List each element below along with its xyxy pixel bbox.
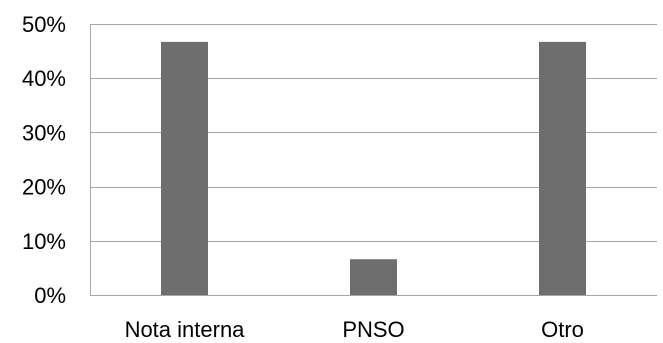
bar-otro	[539, 41, 586, 295]
bar-nota-interna	[161, 41, 208, 295]
y-tick-label: 0%	[34, 283, 66, 308]
y-tick-label: 30%	[22, 120, 66, 145]
x-category-label: PNSO	[342, 317, 404, 342]
bar-pnso	[350, 259, 397, 295]
y-tick-label: 10%	[22, 229, 66, 254]
y-tick-label: 40%	[22, 66, 66, 91]
y-tick-label: 50%	[22, 12, 66, 37]
y-axis-tick-labels: 0% 10% 20% 30% 40% 50%	[22, 12, 66, 308]
x-category-label: Nota interna	[125, 317, 246, 342]
x-axis-category-labels: Nota interna PNSO Otro	[125, 317, 584, 342]
x-category-label: Otro	[541, 317, 584, 342]
bars	[161, 41, 586, 295]
y-tick-label: 20%	[22, 175, 66, 200]
